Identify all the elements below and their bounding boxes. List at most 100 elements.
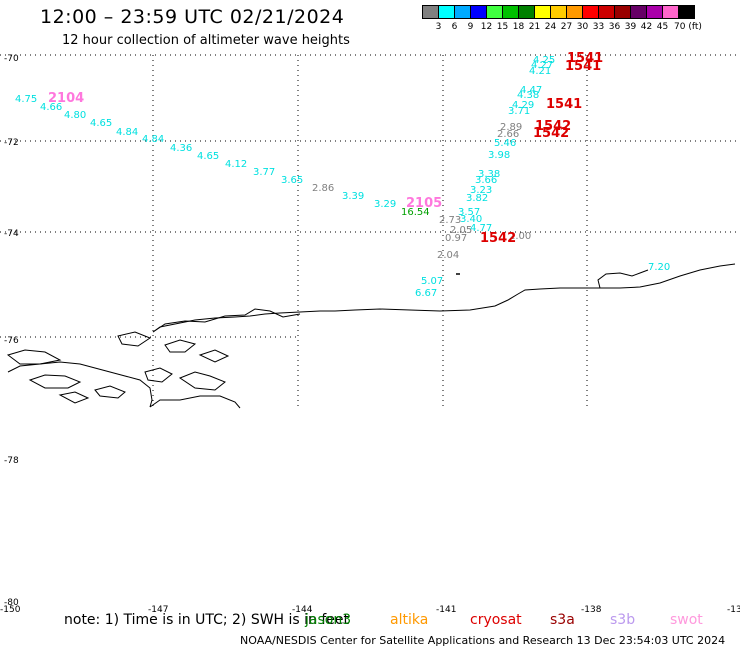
latitude-label: -80 [4, 598, 19, 608]
footer-note: note: 1) Time is in UTC; 2) SWH is in fe… [64, 612, 350, 628]
wave-height-label: 4.12 [225, 159, 247, 170]
map-title: 12:00 – 23:59 UTC 02/21/2024 [40, 6, 345, 28]
longitude-label: -138 [581, 605, 602, 615]
color-scale-label: 18 [512, 22, 525, 32]
wave-height-label: 2.04 [437, 250, 459, 261]
island-outline [144, 367, 173, 383]
wave-height-label: 3.23 [470, 185, 492, 196]
island-outline [178, 371, 226, 391]
wave-height-label: 2.05 [450, 225, 472, 236]
color-scale-label: 12 [480, 22, 493, 32]
wave-height-label: 4.38 [517, 90, 539, 101]
color-scale-label: 39 [624, 22, 637, 32]
longitude-label: -147 [148, 605, 169, 615]
satellite-legend-item: cryosat [470, 612, 522, 628]
island-outline [6, 349, 62, 365]
wave-height-label: 4.84 [142, 134, 164, 145]
latitude-label: -76 [4, 336, 19, 346]
wave-height-label: 1542 [535, 119, 571, 134]
wave-height-label: 2.73 [439, 215, 461, 226]
satellite-legend-item: swot [670, 612, 703, 628]
color-scale-label: 27 [560, 22, 573, 32]
map-subtitle: 12 hour collection of altimeter wave hei… [62, 33, 350, 48]
wave-height-label: 4.21 [529, 66, 551, 77]
wave-height-label: 2.66 [497, 129, 519, 140]
wave-height-label: 0.97 [445, 233, 467, 244]
satellite-legend-item: s3a [550, 612, 575, 628]
latitude-label: -74 [4, 229, 19, 239]
color-scale-label: 9 [467, 22, 474, 32]
island-outline [117, 331, 152, 347]
color-scale-label: 45 [656, 22, 669, 32]
wave-height-label: 2105 [406, 196, 442, 211]
wave-height-label: 4.65 [197, 151, 219, 162]
wave-height-label: 3.82 [466, 193, 488, 204]
island-outline [94, 385, 126, 399]
latitude-label: -72 [4, 138, 19, 148]
island-outline [164, 339, 197, 353]
wave-height-label: 4.27 [531, 60, 553, 71]
wave-height-label: 3.77 [253, 167, 275, 178]
longitude-label: -144 [292, 605, 313, 615]
wave-height-label: 1541 [546, 97, 582, 112]
wave-height-label: 1542 [480, 231, 516, 246]
color-scale-label: 33 [592, 22, 605, 32]
longitude-label: -13 [727, 605, 740, 615]
wave-height-label: 4.77 [470, 223, 492, 234]
wave-height-label: 4.47 [520, 85, 542, 96]
wave-height-label: 3.71 [508, 106, 530, 117]
wave-height-label: 4.75 [15, 94, 37, 105]
wave-height-label: 1541 [567, 51, 603, 66]
wave-height-label: 4.25 [533, 55, 555, 66]
wave-height-label: 3.39 [342, 191, 364, 202]
color-swatch [678, 5, 695, 19]
color-scale-label: 21 [528, 22, 541, 32]
wave-height-label: 3.38 [478, 169, 500, 180]
color-scale-label: 42 [640, 22, 653, 32]
coastline [152, 263, 736, 333]
color-scale [422, 5, 695, 19]
wave-height-label: 2.86 [312, 183, 334, 194]
wave-height-label: 2.00 [509, 231, 531, 242]
wave-height-label: 4.36 [170, 143, 192, 154]
color-scale-label: 15 [496, 22, 509, 32]
island-outline [7, 361, 153, 408]
wave-height-label: 7.20 [648, 262, 670, 273]
wave-height-label: 3.98 [488, 150, 510, 161]
wave-height-label: 4.84 [116, 127, 138, 138]
longitude-label: -150 [0, 605, 21, 615]
island-outline [149, 395, 241, 409]
wave-height-label: 3.66 [475, 175, 497, 186]
ice-shelf-edge [597, 269, 649, 289]
island-outline [58, 391, 90, 404]
color-scale-label: 6 [451, 22, 458, 32]
longitude-label: -141 [436, 605, 457, 615]
satellite-legend-item: jason3 [305, 612, 352, 628]
island-outline [28, 374, 82, 389]
wave-height-label: 16.54 [401, 207, 430, 218]
wave-height-label: 3.29 [374, 199, 396, 210]
wave-height-label: 1542 [533, 126, 569, 141]
latitude-label: -70 [4, 54, 19, 64]
wave-height-label: 4.66 [40, 102, 62, 113]
wave-height-label: 4.29 [512, 100, 534, 111]
wave-height-label: 4.80 [64, 110, 86, 121]
satellite-legend-item: altika [390, 612, 429, 628]
color-scale-label: 36 [608, 22, 621, 32]
island-outline [198, 349, 230, 363]
wave-height-label: 5.07 [421, 276, 443, 287]
wave-height-label: 2104 [48, 91, 84, 106]
wave-height-label: 5.46 [494, 138, 516, 149]
wave-height-label: 3.40 [460, 214, 482, 225]
ice-shelf-edge [152, 308, 301, 333]
wave-height-label: 3.57 [458, 207, 480, 218]
wave-height-label: 2.89 [500, 122, 522, 133]
credit-line: NOAA/NESDIS Center for Satellite Applica… [240, 634, 726, 647]
color-scale-label: 24 [544, 22, 557, 32]
latitude-label: -78 [4, 456, 19, 466]
satellite-legend-item: s3b [610, 612, 636, 628]
color-scale-label: 30 [576, 22, 589, 32]
color-scale-label: 3 [435, 22, 442, 32]
wave-height-label: 1541 [565, 59, 601, 74]
